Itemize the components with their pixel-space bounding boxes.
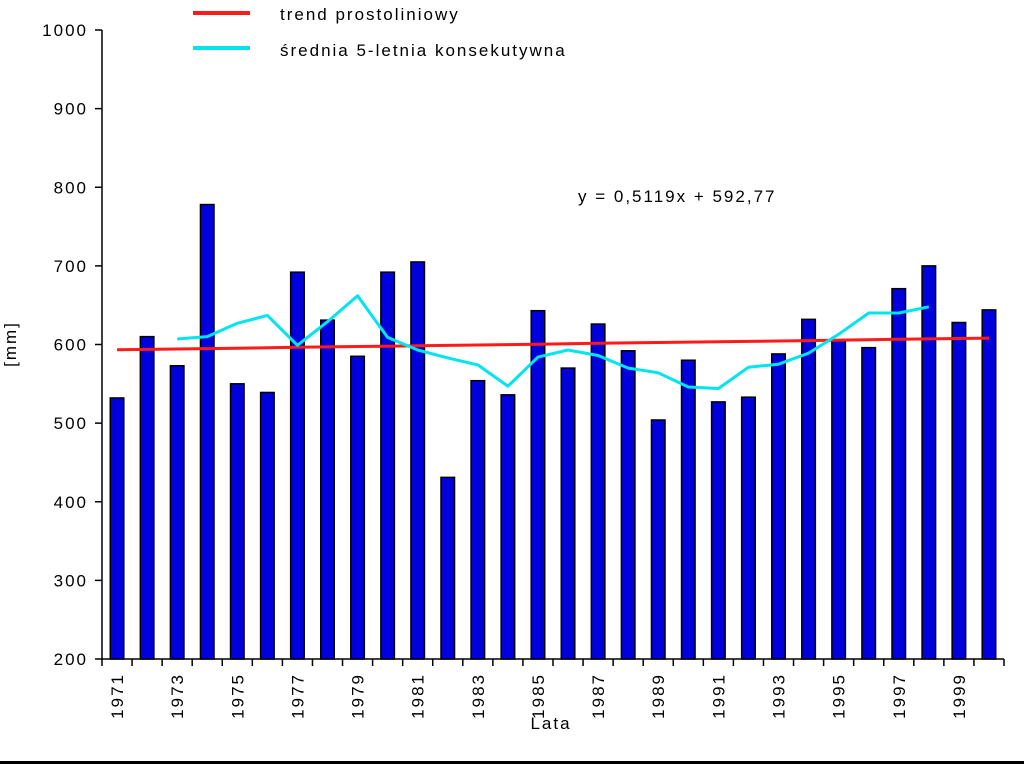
plot-area: 200 300 400 500 600 700 800 900 1000 1971 1973 1975… (42, 21, 1005, 719)
x-tick-label: 1985 (529, 673, 548, 719)
x-axis-title: Lata (530, 714, 571, 733)
legend-label-moving-average: średnia 5-letnia konsekutywna (280, 41, 567, 60)
bar-1977 (289, 271, 305, 660)
x-tick-label: 1971 (108, 673, 127, 719)
trend-equation: y = 0,5119x + 592,77 (578, 187, 776, 206)
bar-1978 (319, 319, 336, 660)
bar-1989 (650, 419, 666, 660)
y-tick-label: 900 (54, 100, 88, 119)
moving-average-line (177, 294, 930, 390)
y-tick-label: 400 (54, 493, 88, 512)
x-tick-label: 1983 (469, 673, 488, 719)
x-tick-label: 1979 (349, 673, 368, 719)
x-tick-label: 1997 (890, 673, 909, 719)
y-tick-label: 200 (54, 650, 88, 669)
x-tick-label: 1993 (770, 673, 789, 719)
bar-1979 (350, 355, 366, 660)
y-tick-label: 700 (54, 257, 88, 276)
bar-1972 (139, 335, 155, 660)
bar-1991 (710, 401, 726, 660)
bar-1997 (891, 287, 907, 660)
bar-1995 (831, 339, 847, 660)
x-tick-label: 1995 (830, 673, 849, 719)
x-tick-label: 1989 (649, 673, 668, 719)
y-tick-label: 500 (54, 414, 88, 433)
x-tick-label: 1987 (589, 673, 608, 719)
bar-2000 (981, 309, 997, 660)
y-tick-label: 1000 (42, 21, 88, 40)
y-axis-title: [mm] (1, 321, 20, 367)
bar-1983 (470, 379, 486, 660)
bar-1994 (801, 318, 817, 660)
x-tick-label: 1981 (409, 673, 428, 719)
x-tick-label: 1977 (288, 673, 307, 719)
bar-1973 (169, 364, 185, 660)
bar-1976 (259, 391, 275, 660)
bar-1974 (199, 203, 215, 660)
legend: trend prostoliniowy średnia 5-letnia kon… (193, 5, 567, 60)
trend-line (116, 336, 990, 352)
x-tick-label: 1999 (950, 673, 969, 719)
bar-1990 (680, 359, 696, 660)
bar-1988 (620, 350, 636, 660)
legend-label-trend: trend prostoliniowy (280, 5, 460, 24)
bar-1999 (951, 321, 967, 660)
bar-1981 (410, 261, 426, 660)
y-tick-label: 600 (54, 336, 88, 355)
x-tick-label: 1975 (228, 673, 247, 719)
bar-1992 (740, 396, 756, 660)
bar-1998 (921, 265, 937, 660)
bar-1996 (861, 346, 877, 660)
bar-1982 (440, 476, 456, 660)
bar-1985 (530, 309, 546, 660)
bar-1984 (500, 394, 516, 660)
bar-1993 (770, 353, 787, 660)
bar-1987 (590, 323, 606, 660)
y-tick-label: 300 (54, 571, 88, 590)
bar-1980 (380, 271, 396, 660)
bar-1986 (560, 367, 576, 660)
bar-1975 (229, 383, 245, 660)
x-tick-label: 1991 (709, 673, 728, 719)
y-tick-label: 800 (54, 178, 88, 197)
x-tick-label: 1973 (168, 673, 187, 719)
bar-1971 (109, 397, 125, 660)
